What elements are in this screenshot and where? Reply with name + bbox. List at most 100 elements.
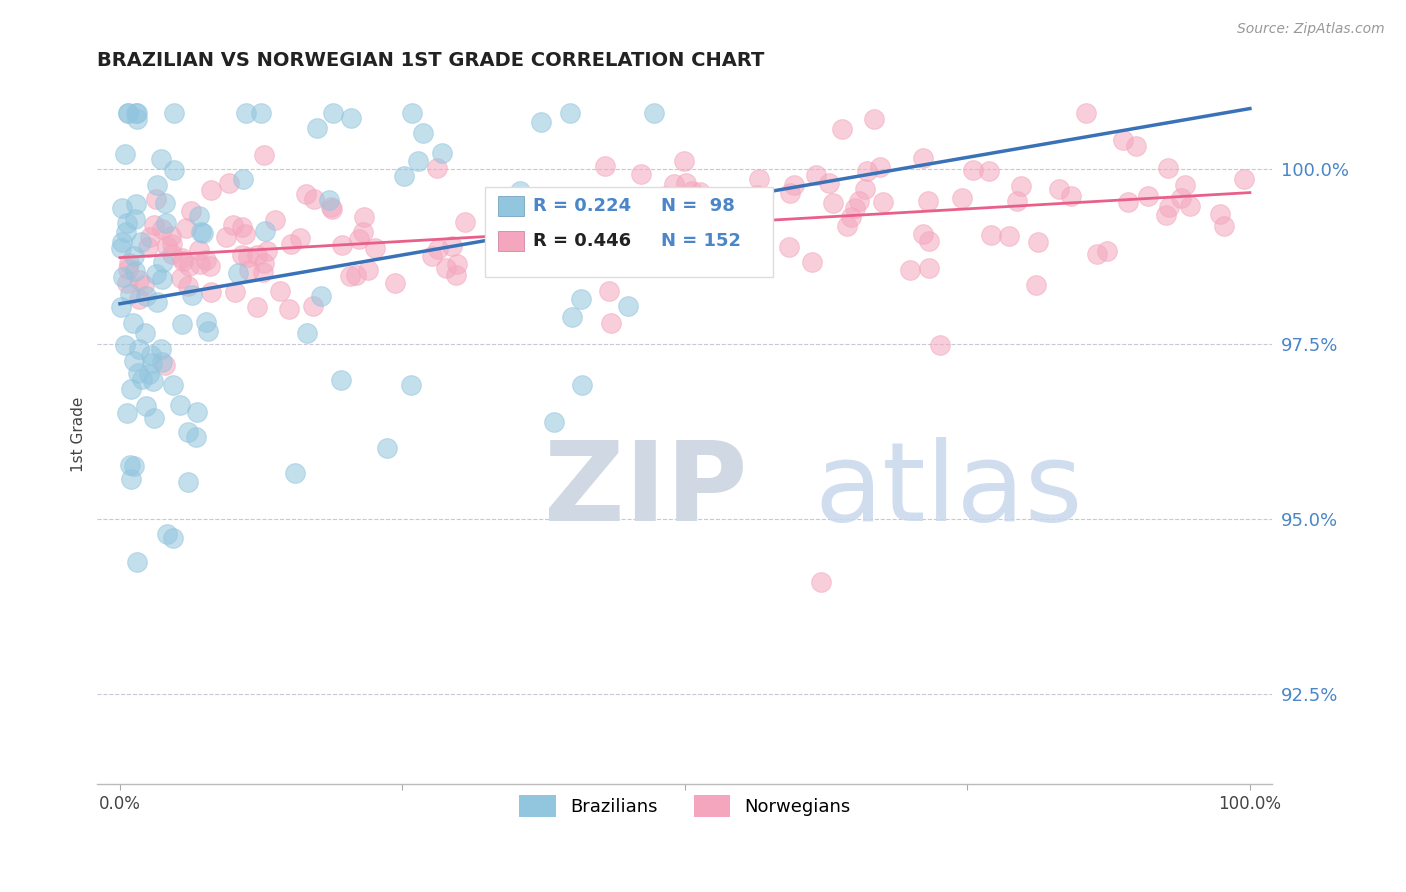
Point xyxy=(169,398,191,412)
Point xyxy=(821,196,844,211)
Point xyxy=(187,243,209,257)
Point xyxy=(1159,200,1181,214)
Point xyxy=(125,106,148,120)
Point xyxy=(186,404,208,418)
Point xyxy=(125,555,148,569)
Point xyxy=(278,301,301,316)
Point xyxy=(664,177,686,191)
Point xyxy=(187,209,209,223)
Point xyxy=(252,264,274,278)
Point xyxy=(139,230,162,244)
Point xyxy=(1087,246,1109,260)
Point xyxy=(561,310,583,324)
Point xyxy=(224,285,246,299)
Point xyxy=(806,168,828,182)
Point xyxy=(120,382,142,396)
Point xyxy=(195,315,218,329)
Point xyxy=(673,153,696,168)
Point xyxy=(110,300,132,314)
Point xyxy=(135,399,157,413)
Point xyxy=(440,239,463,253)
Point xyxy=(170,251,193,265)
Point xyxy=(177,425,200,440)
Point xyxy=(128,273,150,287)
Point xyxy=(593,160,616,174)
Point xyxy=(232,172,254,186)
Point xyxy=(1157,161,1180,175)
Point xyxy=(254,224,277,238)
Point xyxy=(530,245,553,260)
Point xyxy=(218,176,240,190)
Point xyxy=(309,289,332,303)
Point xyxy=(1174,178,1197,193)
Point xyxy=(162,378,184,392)
Point xyxy=(143,411,166,425)
Point xyxy=(131,372,153,386)
Point xyxy=(301,299,323,313)
Point xyxy=(159,228,181,243)
Point xyxy=(122,317,145,331)
Point xyxy=(593,210,616,224)
Point xyxy=(115,216,138,230)
FancyBboxPatch shape xyxy=(498,196,524,216)
Point xyxy=(186,429,208,443)
Point xyxy=(591,210,613,224)
Point xyxy=(377,442,399,456)
Point xyxy=(302,192,325,206)
Point xyxy=(170,317,193,331)
Point xyxy=(911,227,934,241)
Point xyxy=(347,232,370,246)
Point xyxy=(835,219,858,233)
Point xyxy=(917,194,939,208)
Point xyxy=(579,231,602,245)
Point xyxy=(399,378,422,392)
Point xyxy=(593,219,616,233)
Point xyxy=(231,248,253,262)
Point xyxy=(751,244,773,259)
Point xyxy=(124,264,146,278)
Point xyxy=(330,238,353,252)
Point xyxy=(122,354,145,368)
Point xyxy=(800,255,823,269)
Point xyxy=(572,209,595,223)
Point xyxy=(560,106,582,120)
Point xyxy=(1170,191,1192,205)
Point xyxy=(856,163,879,178)
Point xyxy=(831,122,853,136)
Point xyxy=(426,161,449,176)
Point xyxy=(114,338,136,352)
Point xyxy=(340,111,363,125)
Point xyxy=(1178,199,1201,213)
Point xyxy=(200,182,222,196)
Point xyxy=(138,367,160,381)
Point xyxy=(420,250,443,264)
Point xyxy=(1156,208,1178,222)
Point xyxy=(495,220,517,235)
Point xyxy=(152,255,174,269)
Point xyxy=(352,225,374,239)
Point xyxy=(872,195,894,210)
Point xyxy=(177,278,200,293)
Point xyxy=(269,284,291,298)
Point xyxy=(155,196,177,211)
Point xyxy=(246,300,269,314)
Point xyxy=(357,263,380,277)
Point xyxy=(339,269,361,284)
Point xyxy=(330,373,353,387)
Point xyxy=(319,200,342,214)
FancyBboxPatch shape xyxy=(498,231,524,251)
Point xyxy=(110,241,132,255)
Point xyxy=(1112,133,1135,147)
Point xyxy=(783,178,806,192)
Point xyxy=(162,531,184,545)
Point xyxy=(1025,278,1047,293)
Point xyxy=(153,358,176,372)
Point xyxy=(702,213,724,227)
Point xyxy=(1125,139,1147,153)
Point xyxy=(128,342,150,356)
Point xyxy=(256,244,278,258)
Point xyxy=(177,259,200,273)
Point xyxy=(141,348,163,362)
Point xyxy=(191,226,214,240)
Point xyxy=(408,154,430,169)
